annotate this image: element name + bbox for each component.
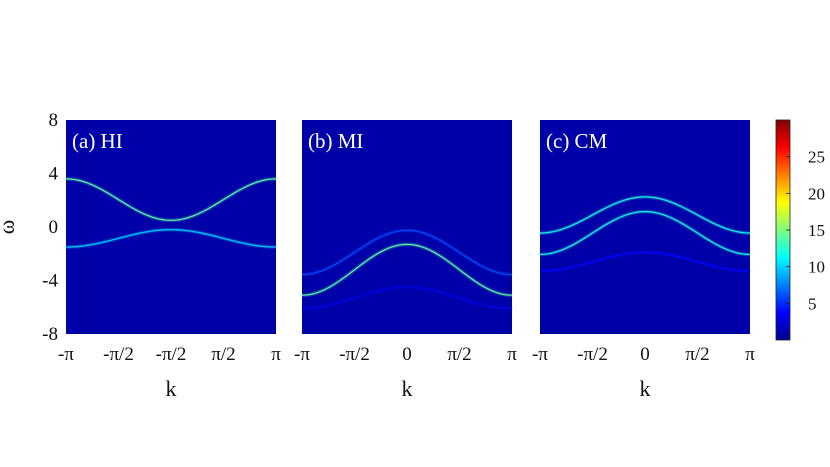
band-line-3 — [539, 251, 751, 272]
panels-layer: (a) HI -π -π/2 -π/2 π/2 π k 8 4 0 -4 -8 ω (b) MI -π -π/… — [0, 110, 755, 401]
colorbar-tick-label: 15 — [808, 221, 825, 240]
x-tick-label: -π/2 — [577, 344, 608, 365]
panel-background — [66, 120, 276, 334]
colorbar-tick-label: 20 — [808, 184, 825, 203]
x-tick-label: π — [745, 344, 755, 365]
colorbar-tick-label: 5 — [808, 294, 817, 313]
x-tick-label: π — [271, 344, 281, 365]
panel-background — [540, 120, 750, 334]
panel-2: (b) MI -π -π/2 0 π/2 π k — [294, 120, 517, 401]
x-axis-label: k — [640, 376, 651, 401]
band-line-2 — [539, 211, 751, 256]
panel-background — [302, 120, 512, 334]
panel-3: (c) CM -π -π/2 0 π/2 π k — [532, 120, 755, 401]
panel-1: (a) HI -π -π/2 -π/2 π/2 π k 8 4 0 -4 -8 ω — [0, 110, 281, 401]
x-tick-label: -π — [58, 344, 74, 365]
x-tick-label: 0 — [402, 344, 412, 365]
panel-title: (b) MI — [308, 129, 363, 153]
y-tick-label: -4 — [42, 271, 58, 292]
band-line-2 — [65, 229, 277, 248]
band-line-2 — [301, 243, 513, 296]
x-tick-label: 0 — [640, 344, 650, 365]
y-tick-label: 0 — [49, 217, 59, 238]
x-tick-label: π — [507, 344, 517, 365]
x-tick-label: -π — [294, 344, 310, 365]
panel-title: (c) CM — [546, 129, 608, 153]
band-line-1 — [65, 178, 277, 221]
colorbar: 5 10 15 20 25 — [775, 119, 825, 341]
x-tick-label: π/2 — [447, 344, 471, 365]
band-line-1 — [301, 229, 513, 276]
band-line-3 — [301, 286, 513, 310]
x-tick-label: -π/2 — [103, 344, 134, 365]
y-tick-label: 4 — [49, 164, 59, 185]
x-tick-label: π/2 — [685, 344, 709, 365]
x-tick-label: -π — [532, 344, 548, 365]
y-axis-label: ω — [0, 220, 19, 234]
x-tick-label: π/2 — [211, 344, 235, 365]
y-tick-label: -8 — [42, 324, 58, 345]
x-axis-label: k — [166, 376, 177, 401]
x-axis-label: k — [402, 376, 413, 401]
band-line-1 — [539, 196, 751, 234]
x-tick-label: -π/2 — [339, 344, 370, 365]
y-tick-label: 8 — [49, 110, 59, 131]
x-tick-label: -π/2 — [156, 344, 187, 365]
panel-title: (a) HI — [72, 129, 123, 153]
colorbar-tick-label: 10 — [808, 258, 825, 277]
colorbar-tick-label: 25 — [808, 148, 825, 167]
